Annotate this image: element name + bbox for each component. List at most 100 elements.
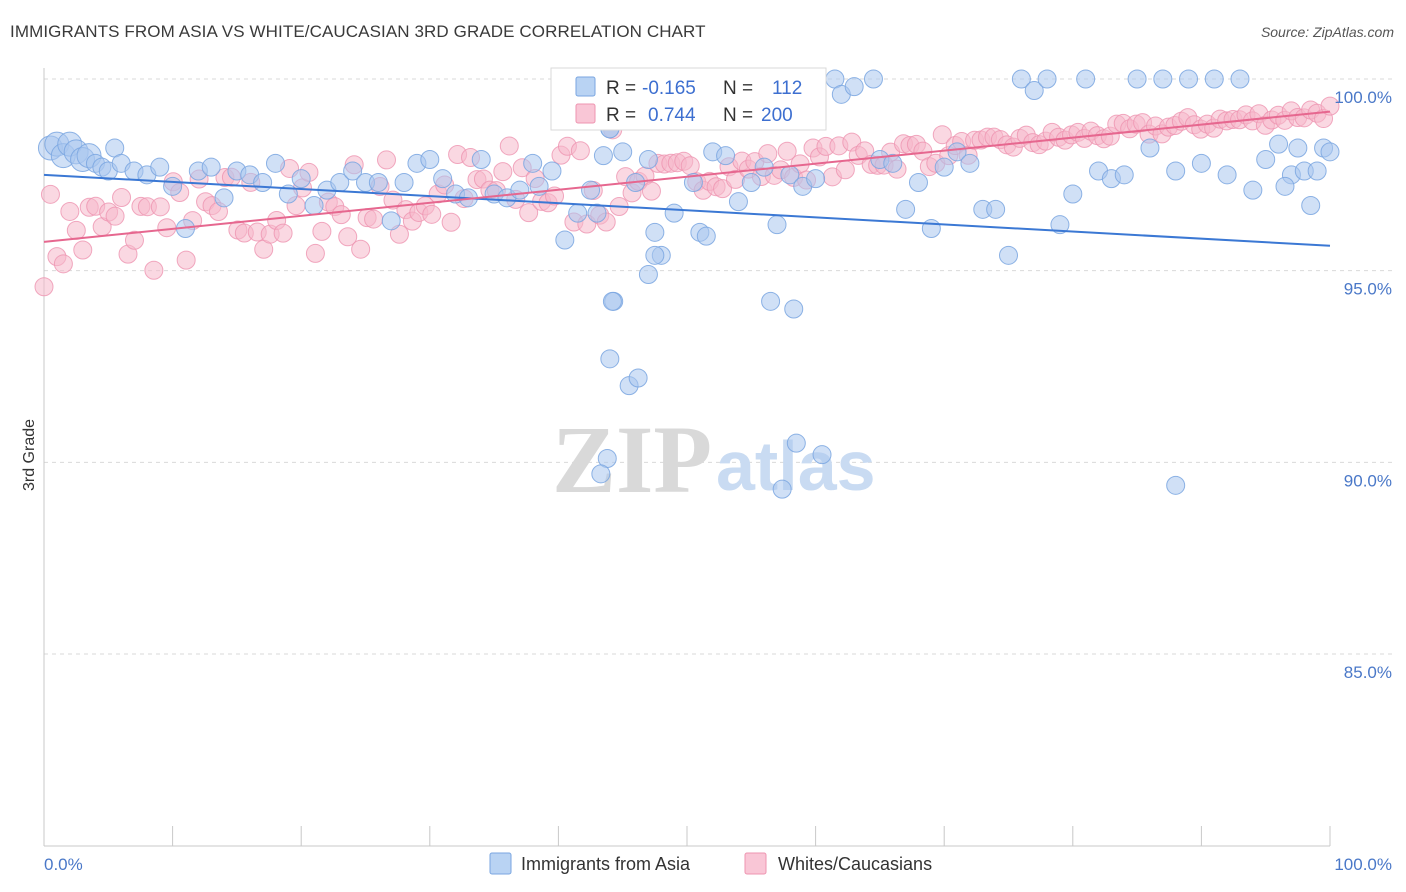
point-immigrants-from-asia [593,146,613,166]
point-immigrants-from-asia [343,161,363,181]
point-immigrants-from-asia [568,203,588,223]
point-immigrants-from-asia [291,169,311,189]
point-immigrants-from-asia [806,169,826,189]
point-whites-caucasians [40,184,60,204]
point-whites-caucasians [932,125,952,145]
legend-r-value-pink: 0.744 [648,105,696,126]
y-tick-label: 85.0% [1344,663,1392,682]
point-immigrants-from-asia [581,180,601,200]
trend-lines [43,110,1331,247]
point-immigrants-from-asia [664,203,684,223]
point-whites-caucasians [499,136,519,156]
point-whites-caucasians [570,141,590,161]
point-immigrants-from-asia [696,226,716,246]
point-immigrants-from-asia [645,222,665,242]
point-whites-caucasians [312,221,332,241]
point-immigrants-from-asia [523,153,543,173]
point-immigrants-from-asia [613,142,633,162]
point-immigrants-from-asia [1307,161,1327,181]
point-immigrants-from-asia [921,219,941,238]
legend-r-label-blue: R = [606,78,636,99]
point-immigrants-from-asia [896,199,916,219]
point-immigrants-from-asia [591,464,611,484]
point-whites-caucasians [331,205,351,225]
series-legend: Immigrants from Asia Whites/Caucasians [489,852,932,875]
point-whites-caucasians [73,240,93,260]
point-immigrants-from-asia [201,157,221,177]
legend-r-value-blue: -0.165 [642,78,696,99]
point-immigrants-from-asia [394,173,414,192]
point-immigrants-from-asia [265,153,285,173]
chart-source: Source: ZipAtlas.com [1260,24,1394,40]
point-immigrants-from-asia [638,150,658,169]
point-whites-caucasians [124,230,144,250]
point-immigrants-from-asia [587,203,607,223]
point-whites-caucasians [34,277,54,297]
point-immigrants-from-asia [253,173,273,192]
point-whites-caucasians [112,188,132,208]
point-whites-caucasians [338,227,358,247]
point-immigrants-from-asia [1301,196,1321,215]
point-whites-caucasians [422,204,442,224]
point-whites-caucasians [351,239,371,259]
point-immigrants-from-asia [1011,69,1031,89]
point-whites-caucasians [641,181,661,201]
bottom-legend-swatch-blue [489,852,512,875]
correlation-legend: R = -0.165 N = 112 R = 0.744 N = 200 [550,67,827,131]
point-immigrants-from-asia [1166,475,1186,495]
legend-swatch-blue [575,76,596,97]
point-immigrants-from-asia [844,77,864,97]
trendline-whites-caucasians [43,110,1331,243]
point-whites-caucasians [713,179,733,199]
point-immigrants-from-asia [754,157,774,177]
point-whites-caucasians [53,254,73,274]
grid-lines [44,78,1392,655]
watermark: ZIP atlas [552,406,876,513]
point-immigrants-from-asia [741,173,761,192]
series-immigrants-from-asia-points [37,69,1340,499]
point-whites-caucasians [835,160,855,180]
point-immigrants-from-asia [304,196,324,215]
point-whites-caucasians [493,162,513,182]
legend-swatch-pink [575,103,596,124]
bottom-legend-label-pink: Whites/Caucasians [778,854,932,874]
point-immigrants-from-asia [638,265,658,284]
point-immigrants-from-asia [600,349,620,369]
point-immigrants-from-asia [908,173,928,192]
y-axis-label: 3rd Grade [21,419,38,491]
point-immigrants-from-asia [1243,180,1263,200]
point-immigrants-from-asia [542,161,562,181]
point-whites-caucasians [519,203,539,223]
bottom-legend-swatch-pink [744,852,767,875]
point-immigrants-from-asia [999,245,1018,265]
legend-r-label-pink: R = [606,105,636,126]
point-immigrants-from-asia [420,150,440,169]
point-immigrants-from-asia [1230,69,1250,89]
point-whites-caucasians [144,260,164,280]
trendline-immigrants-from-asia [43,173,1331,247]
point-immigrants-from-asia [1024,81,1044,100]
point-immigrants-from-asia [986,199,1006,219]
watermark-zip: ZIP [552,406,712,513]
point-immigrants-from-asia [812,445,832,465]
point-immigrants-from-asia [555,230,575,250]
point-immigrants-from-asia [1320,142,1340,162]
point-immigrants-from-asia [1140,138,1160,158]
legend-n-label-blue: N = [723,78,753,99]
point-immigrants-from-asia [1050,215,1070,235]
point-immigrants-from-asia [150,157,170,177]
point-whites-caucasians [305,243,325,263]
point-immigrants-from-asia [1269,134,1289,154]
point-immigrants-from-asia [761,291,781,311]
y-tick-label: 90.0% [1344,471,1392,490]
point-whites-caucasians [383,190,403,210]
point-immigrants-from-asia [1063,184,1083,204]
point-whites-caucasians [66,220,86,240]
legend-box [550,67,827,131]
point-immigrants-from-asia [602,291,622,311]
point-immigrants-from-asia [368,173,388,192]
point-immigrants-from-asia [883,153,903,173]
point-immigrants-from-asia [628,368,648,388]
legend-n-value-pink: 200 [761,105,793,126]
